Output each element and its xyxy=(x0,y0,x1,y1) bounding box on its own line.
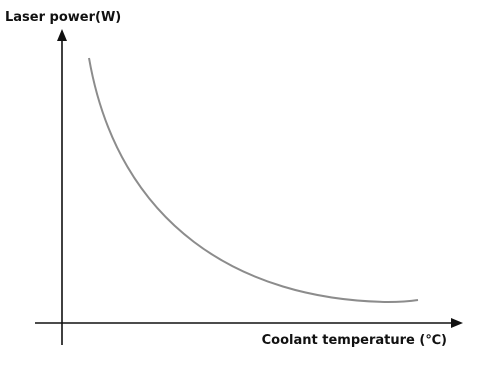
x-axis-arrow xyxy=(451,318,463,328)
curve xyxy=(88,57,419,304)
y-axis-arrow xyxy=(57,29,67,41)
y-axis-label: Laser power(W) xyxy=(5,10,121,25)
x-axis-label: Coolant temperature (℃) xyxy=(262,333,447,348)
